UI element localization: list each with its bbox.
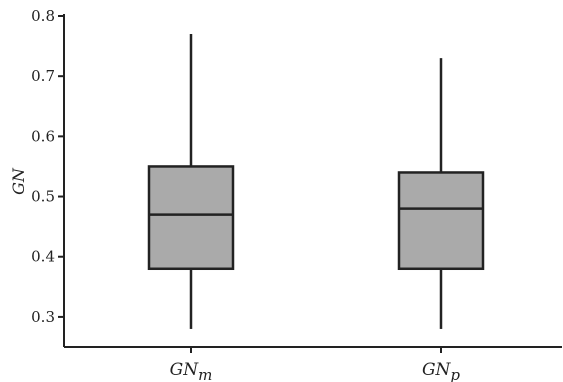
x-category-label-base: GN — [422, 360, 452, 380]
x-category-label: GNm — [170, 360, 213, 382]
y-tick-label: 0.6 — [31, 127, 55, 145]
x-category-label-base: GN — [170, 360, 200, 380]
y-tick-label: 0.3 — [31, 308, 55, 326]
y-axis-title: GN — [9, 167, 28, 195]
y-tick-label: 0.5 — [31, 188, 55, 206]
iqr-box — [147, 165, 235, 271]
x-category-label-subscript: m — [198, 366, 212, 382]
iqr-box — [397, 171, 485, 271]
y-tick-label: 0.8 — [31, 7, 55, 25]
x-category-label: GNp — [422, 360, 460, 382]
y-tick-label: 0.4 — [31, 248, 55, 266]
y-tick-label: 0.7 — [31, 67, 55, 85]
x-category-label-subscript: p — [450, 366, 460, 382]
